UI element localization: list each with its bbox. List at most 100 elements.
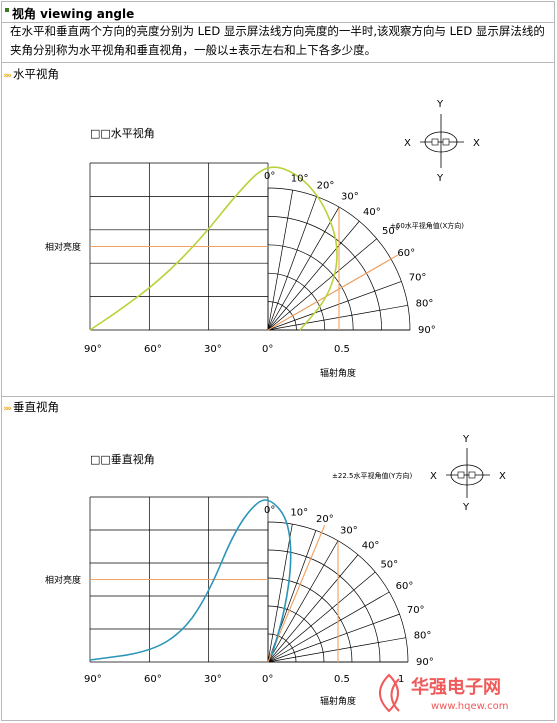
section-heading-horizontal: »» 水平视角 <box>3 67 60 81</box>
polar-spoke <box>267 304 408 331</box>
x-axis-glyph: X <box>499 471 506 482</box>
polar-angle-label: 70° <box>407 605 425 616</box>
y-axis-glyph: Y <box>462 434 470 445</box>
view-angle-line <box>267 525 326 663</box>
x-axis-label: 辐射角度 <box>320 695 356 707</box>
polar-angle-label: 90° <box>418 325 436 336</box>
polar-ring <box>267 216 382 331</box>
marker-lines <box>90 525 339 663</box>
marker-lines <box>90 207 399 331</box>
x-tick-label: 0.5 <box>334 674 350 685</box>
polar-spoke <box>267 220 360 331</box>
x-axis-label: 辐射角度 <box>320 367 356 379</box>
legend-boxes: □□ <box>90 127 111 140</box>
polar-spoke <box>267 613 400 663</box>
horizontal-angle-chart: □□水平视角 相对亮度 辐射角度 ±60水平视角值(X方向) 90° 60° 30°… <box>45 99 480 379</box>
polar-angle-label: 20° <box>317 180 335 191</box>
polar-angle-label: 30° <box>340 525 358 536</box>
polar-spoke <box>267 281 402 331</box>
x-tick-label: 30° <box>204 674 222 685</box>
polar-angle-label: 20° <box>316 514 334 525</box>
polar-angle-labels: 0° 10° 20° 30° 40°50° 60° 70° 80° 90° <box>264 505 434 668</box>
xy-axis-diagram: Y Y X X <box>404 99 480 184</box>
polar-spoke <box>267 238 378 331</box>
polar-spoke <box>267 540 339 663</box>
polar-spoke <box>267 206 340 331</box>
polar-spoke <box>267 524 293 663</box>
annotation-label: ±22.5水平视角值(Y方向) <box>332 471 412 480</box>
polar-angle-label: 50° <box>382 226 400 237</box>
polar-angle-label: 10° <box>290 507 308 518</box>
description-text: 在水平和垂直两个方向的亮度分别为 LED 显示屏法线方向亮度的一半时,该观察方向… <box>10 24 545 57</box>
x-tick-label: 0° <box>262 344 273 355</box>
polar-angle-label: 80° <box>416 298 434 309</box>
polar-angle-label: 40° <box>363 207 381 218</box>
x-tick-labels: 90° 60° 30° 0° 0.5 1 <box>84 674 404 685</box>
polar-ring <box>267 605 325 663</box>
x-tick-label: 60° <box>144 344 162 355</box>
intensity-curve <box>89 499 292 661</box>
polar-angle-labels: 0° 10° 20° 30° 40°50° 60° 70° 80° 90° <box>264 171 436 336</box>
x-tick-label: 0° <box>262 674 273 685</box>
x-axis-glyph: X <box>430 471 437 482</box>
polar-grid <box>267 521 409 663</box>
x-axis-glyph: X <box>404 138 411 149</box>
x-tick-label: 90° <box>84 674 102 685</box>
page-title: 视角 viewing angle <box>12 7 135 21</box>
polar-angle-label: 90° <box>416 657 434 668</box>
legend-boxes: □□ <box>90 453 111 466</box>
watermark-logo: 华强电子网 www.hqew.com <box>371 669 551 719</box>
x-tick-label: 0.5 <box>334 344 350 355</box>
y-axis-glyph: Y <box>436 99 444 110</box>
chevron-icon: »» <box>3 71 12 81</box>
polar-angle-label: 10° <box>291 173 309 184</box>
polar-spoke <box>267 554 359 663</box>
y-axis-label: 相对亮度 <box>45 241 81 253</box>
y-axis-label: 相对亮度 <box>45 574 81 586</box>
polar-angle-label: 0° <box>264 505 275 516</box>
polar-ring <box>267 187 411 331</box>
polar-angle-label: 40° <box>362 541 380 552</box>
polar-angle-label: 70° <box>409 272 427 283</box>
polar-angle-label: 0° <box>264 171 275 182</box>
polar-spoke <box>267 190 294 331</box>
x-tick-label: 90° <box>84 344 102 355</box>
title-bar: 视角 viewing angle <box>2 2 554 23</box>
chevron-icon: »» <box>3 404 12 414</box>
polar-angle-label: 50° <box>380 559 398 570</box>
polar-angle-label: 30° <box>341 192 359 203</box>
chart-title: □□垂直视角 <box>90 452 155 466</box>
polar-ring <box>267 577 353 663</box>
polar-spoke <box>267 637 406 663</box>
view-angle-line <box>267 254 399 331</box>
annotation-label: ±60水平视角值(X方向) <box>390 221 464 230</box>
y-axis-glyph: Y <box>436 173 444 184</box>
polar-angle-label: 80° <box>414 631 432 642</box>
xy-axis-diagram: Y Y X X <box>430 434 506 513</box>
y-axis-glyph: Y <box>462 502 470 513</box>
x-axis-glyph: X <box>473 138 480 149</box>
section-heading-vertical: »» 垂直视角 <box>3 400 60 414</box>
x-tick-label: 1 <box>398 674 404 685</box>
x-tick-label: 60° <box>144 674 162 685</box>
watermark-url: www.hqew.com <box>431 701 508 712</box>
chart-title: □□水平视角 <box>90 126 155 140</box>
polar-angle-label: 60° <box>396 581 414 592</box>
x-tick-labels: 90° 60° 30° 0° 0.5 <box>84 344 350 355</box>
polar-ring <box>267 633 297 663</box>
watermark-text: 华强电子网 <box>411 676 501 698</box>
polar-spoke <box>267 571 376 663</box>
section-divider <box>2 62 554 63</box>
x-tick-label: 30° <box>204 344 222 355</box>
polar-ring <box>267 521 409 663</box>
polar-ring <box>267 244 354 331</box>
polar-spoke <box>267 196 317 331</box>
polar-spoke <box>267 591 390 663</box>
intensity-curve <box>89 166 338 331</box>
polar-angle-label: 60° <box>397 248 415 259</box>
bullet-marker <box>5 8 9 12</box>
section-divider <box>2 396 554 397</box>
polar-ring <box>267 272 326 331</box>
